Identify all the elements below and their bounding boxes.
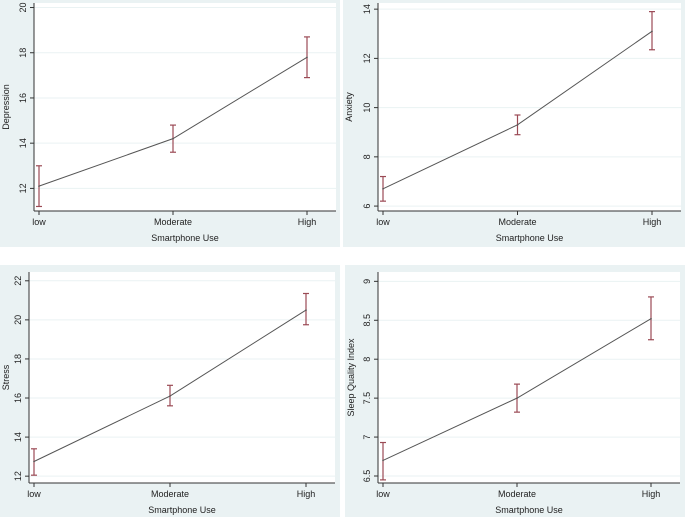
y-tick-label: 12 [13,471,23,481]
plot-area [34,3,336,211]
x-axis-label: Smartphone Use [496,233,564,243]
y-tick-label: 8 [362,357,372,362]
y-tick-label: 14 [13,432,23,442]
x-tick-label: Moderate [154,217,192,227]
plot-area [29,272,335,483]
y-tick-label: 20 [18,3,28,13]
data-point [38,185,40,187]
y-tick-label: 18 [13,354,23,364]
x-axis-label: Smartphone Use [495,505,563,515]
y-tick-label: 10 [362,103,372,113]
x-axis-label: Smartphone Use [148,505,216,515]
data-point [172,137,174,140]
y-tick-label: 14 [362,4,372,14]
x-axis-label: Smartphone Use [151,233,219,243]
y-tick-label: 18 [18,48,28,58]
y-tick-label: 12 [18,183,28,193]
data-point [382,459,384,462]
x-tick-label: Moderate [498,217,536,227]
data-point [516,124,519,126]
sleep-quality-panel: 6.5 7 7.5 8 8.5 9 low Moderate High Smartphone Us… [345,265,685,517]
y-tick-label: 16 [18,93,28,103]
data-point [306,56,308,59]
anxiety-panel: 6 8 10 12 14 low Moderate High Smartphone Use Anx… [343,0,685,247]
x-tick-label: low [376,217,390,227]
plot-area [378,272,680,483]
y-tick-label: 14 [18,138,28,148]
y-tick-label: 6 [362,204,372,209]
y-tick-label: 12 [362,53,372,63]
y-tick-label: 7 [362,435,372,440]
data-point [33,460,35,463]
x-tick-label: low [376,489,390,499]
y-axis-label: Depression [1,84,11,130]
x-tick-label: low [27,489,41,499]
data-point [169,395,171,397]
x-tick-label: Moderate [151,489,189,499]
data-point [651,30,653,33]
y-axis-label: Anxiety [344,92,354,122]
data-point [516,397,518,399]
depression-panel: 12 14 16 18 20 low Moderate High Smartphone Use D… [0,0,340,247]
chart-svg: 12 14 16 18 20 low Moderate High Smartphone Use D… [1,3,336,243]
data-point [305,309,307,311]
y-tick-label: 6.5 [362,470,372,483]
chart-svg: 6.5 7 7.5 8 8.5 9 low Moderate High Smartphone Us… [346,272,680,515]
y-tick-label: 9 [362,279,372,284]
x-tick-label: High [298,217,317,227]
y-tick-label: 16 [13,393,23,403]
y-axis-label: Sleep Quality Index [346,338,356,417]
y-tick-label: 22 [13,276,23,286]
x-tick-label: High [642,489,661,499]
plot-area [378,3,681,211]
y-tick-label: 20 [13,315,23,325]
y-tick-label: 7.5 [362,392,372,405]
x-tick-label: High [643,217,662,227]
y-axis-label: Stress [1,364,11,390]
data-point [382,188,384,190]
y-tick-label: 8.5 [362,314,372,327]
data-point [650,317,652,320]
chart-svg: 12 14 16 18 20 22 low Moderate High Smartphone Us… [1,272,335,515]
y-tick-label: 8 [362,154,372,159]
chart-svg: 6 8 10 12 14 low Moderate High Smartphone Use Anx… [344,3,681,243]
x-tick-label: High [297,489,316,499]
x-tick-label: low [32,217,46,227]
stress-panel: 12 14 16 18 20 22 low Moderate High Smartphone Us… [0,265,340,517]
x-tick-label: Moderate [498,489,536,499]
